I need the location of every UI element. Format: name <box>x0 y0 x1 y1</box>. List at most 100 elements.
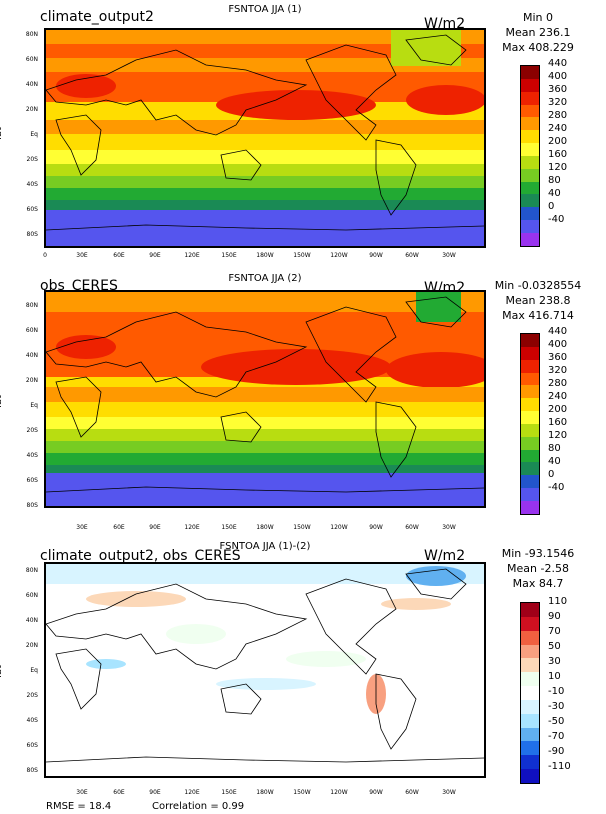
colorbar-swatch <box>521 436 539 450</box>
colorbar-swatch <box>521 372 539 386</box>
lat-tick: 40S <box>26 717 38 724</box>
colorbar-swatch <box>521 672 539 687</box>
panel-difference: climate_output2, obs_CERES FSNTOA JJA (1… <box>0 540 606 814</box>
lat-tick: 80N <box>25 302 38 309</box>
colorbar-label: 80 <box>548 175 561 186</box>
colorbar-label: 70 <box>548 626 561 637</box>
lon-tick: 150W <box>293 789 311 796</box>
colorbar <box>520 65 540 247</box>
colorbar-swatch <box>521 385 539 399</box>
colorbar-label: -110 <box>548 761 571 772</box>
stat-mean: Mean 236.1 <box>505 26 571 39</box>
colorbar-swatch <box>521 207 539 221</box>
lon-tick: 90E <box>149 252 161 259</box>
map-field <box>46 292 484 506</box>
colorbar-swatch <box>521 194 539 208</box>
colorbar-swatch <box>521 449 539 463</box>
lat-tick: 20N <box>25 377 38 384</box>
colorbar-swatch <box>521 130 539 144</box>
colorbar-swatch <box>521 462 539 476</box>
lon-tick: 150E <box>221 524 237 531</box>
lon-tick: 90W <box>369 252 383 259</box>
panel-title-variable: FSNTOA JJA (1)-(2) <box>219 541 311 552</box>
colorbar-label: 280 <box>548 378 568 389</box>
lat-tick: 60N <box>25 56 38 63</box>
correlation-label: Correlation = 0.99 <box>152 801 245 812</box>
lat-tick: 80S <box>26 502 38 509</box>
colorbar-swatch <box>521 699 539 714</box>
lon-tick: 60E <box>113 524 125 531</box>
colorbar-swatch <box>521 755 539 770</box>
rmse-label: RMSE = 18.4 <box>46 801 112 812</box>
colorbar-label: 0 <box>548 201 555 212</box>
lon-tick: 120E <box>184 789 200 796</box>
colorbar-label: 360 <box>548 352 568 363</box>
colorbar-swatch <box>521 616 539 631</box>
lat-tick: 60S <box>26 742 38 749</box>
lon-tick: 60W <box>405 789 419 796</box>
colorbar-label: 90 <box>548 611 561 622</box>
stat-mean: Mean -2.58 <box>507 562 569 575</box>
colorbar-swatch <box>521 66 539 79</box>
lon-tick: 60E <box>113 252 125 259</box>
panel-model: climate_output2 FSNTOA JJA (1) W/m2 Min … <box>0 0 606 270</box>
lon-tick: 90E <box>149 524 161 531</box>
stat-mean: Mean 238.8 <box>505 294 571 307</box>
colorbar-swatch <box>521 686 539 700</box>
colorbar-swatch <box>521 155 539 169</box>
colorbar-swatch <box>521 769 539 783</box>
map-panel-3 <box>44 562 486 778</box>
panel-title-left: climate_output2 <box>40 9 154 25</box>
colorbar-swatch <box>521 346 539 360</box>
lon-tick: 90E <box>149 789 161 796</box>
colorbar-swatch <box>521 232 539 246</box>
lon-tick: 30W <box>442 252 456 259</box>
lon-tick: 30E <box>76 524 88 531</box>
lon-tick: 150W <box>293 524 311 531</box>
lat-tick: 60N <box>25 592 38 599</box>
colorbar-label: 40 <box>548 456 561 467</box>
map-panel-1 <box>44 28 486 248</box>
lon-tick: 90W <box>369 524 383 531</box>
lon-tick: 180W <box>256 252 274 259</box>
lat-tick: Eq <box>30 667 38 674</box>
lat-tick: 60S <box>26 206 38 213</box>
lat-tick: Eq <box>30 402 38 409</box>
lon-tick: 60W <box>405 252 419 259</box>
colorbar-swatch <box>521 334 539 347</box>
colorbar-label: 120 <box>548 430 568 441</box>
colorbar-swatch <box>521 741 539 756</box>
lat-tick: 80N <box>25 567 38 574</box>
map-panel-2 <box>44 290 486 508</box>
panel-stats: Min -93.1546 Mean -2.58 Max 84.7 <box>488 546 588 591</box>
panel-observation: obs_CERES FSNTOA JJA (2) W/m2 Min -0.032… <box>0 270 606 540</box>
panel-title-left: climate_output2, obs_CERES <box>40 548 241 564</box>
lat-tick: 20S <box>26 692 38 699</box>
colorbar-label: 240 <box>548 391 568 402</box>
colorbar-swatch <box>521 713 539 728</box>
lon-tick: 150W <box>293 252 311 259</box>
colorbar-swatch <box>521 500 539 514</box>
lat-tick: 40S <box>26 181 38 188</box>
colorbar <box>520 602 540 784</box>
colorbar-label: 110 <box>548 596 568 607</box>
colorbar-label: -90 <box>548 746 565 757</box>
colorbar-swatch <box>521 423 539 437</box>
lat-tick: 40N <box>25 81 38 88</box>
colorbar-label: 10 <box>548 671 561 682</box>
lat-tick: Eq <box>30 131 38 138</box>
colorbar-swatch <box>521 411 539 424</box>
lon-tick: 60W <box>405 524 419 531</box>
y-axis-label: lat <box>0 665 4 678</box>
lon-tick: 180W <box>256 789 274 796</box>
colorbar-label: -10 <box>548 686 565 697</box>
lon-tick: 30E <box>76 789 88 796</box>
lon-tick: 120E <box>184 524 200 531</box>
panel-stats: Min -0.0328554 Mean 238.8 Max 416.714 <box>488 278 588 323</box>
colorbar-swatch <box>521 117 539 131</box>
lon-tick: 30E <box>76 252 88 259</box>
colorbar-label: 320 <box>548 365 568 376</box>
colorbar-swatch <box>521 104 539 118</box>
colorbar-swatch <box>521 603 539 617</box>
lon-tick: 180W <box>256 524 274 531</box>
